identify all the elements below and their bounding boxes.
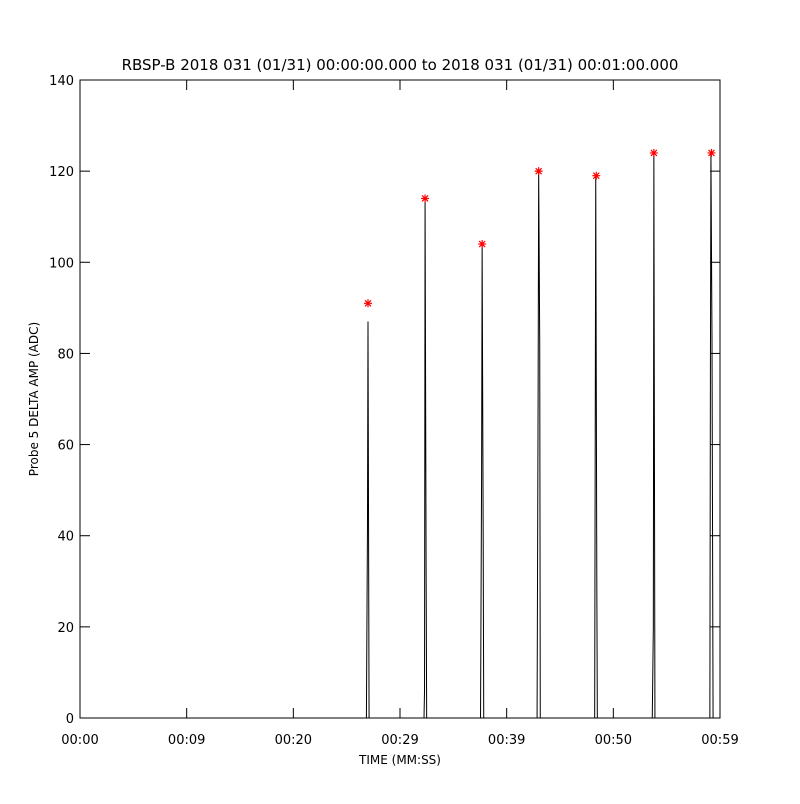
data-line <box>80 152 720 719</box>
peak-marker <box>649 148 658 157</box>
x-tick-label: 00:20 <box>275 733 312 748</box>
x-axis-label: TIME (MM:SS) <box>358 753 441 767</box>
x-tick-label: 00:29 <box>381 733 418 748</box>
plot-frame <box>79 79 721 719</box>
y-tick-label: 80 <box>57 347 74 362</box>
y-tick-label: 120 <box>49 165 74 180</box>
x-tick-label: 00:50 <box>595 733 632 748</box>
peak-marker <box>478 240 487 249</box>
y-tick-label: 60 <box>57 439 74 454</box>
y-tick-label: 0 <box>66 712 74 727</box>
peak-marker <box>707 148 716 157</box>
y-axis-label: Probe 5 DELTA AMP (ADC) <box>27 322 41 476</box>
peak-marker <box>534 167 543 176</box>
peak-marker <box>364 299 372 308</box>
x-tick-label: 00:39 <box>488 733 525 748</box>
peak-marker <box>421 194 430 203</box>
chart-title: RBSP-B 2018 031 (01/31) 00:00:00.000 to … <box>122 56 679 74</box>
y-tick-label: 40 <box>57 530 74 545</box>
y-tick-label: 100 <box>49 256 74 271</box>
peak-marker <box>592 171 601 180</box>
y-tick-label: 140 <box>49 74 74 89</box>
x-tick-label: 00:00 <box>61 733 98 748</box>
x-tick-label: 00:59 <box>701 733 738 748</box>
y-tick-label: 20 <box>57 621 74 636</box>
x-tick-label: 00:09 <box>168 733 205 748</box>
